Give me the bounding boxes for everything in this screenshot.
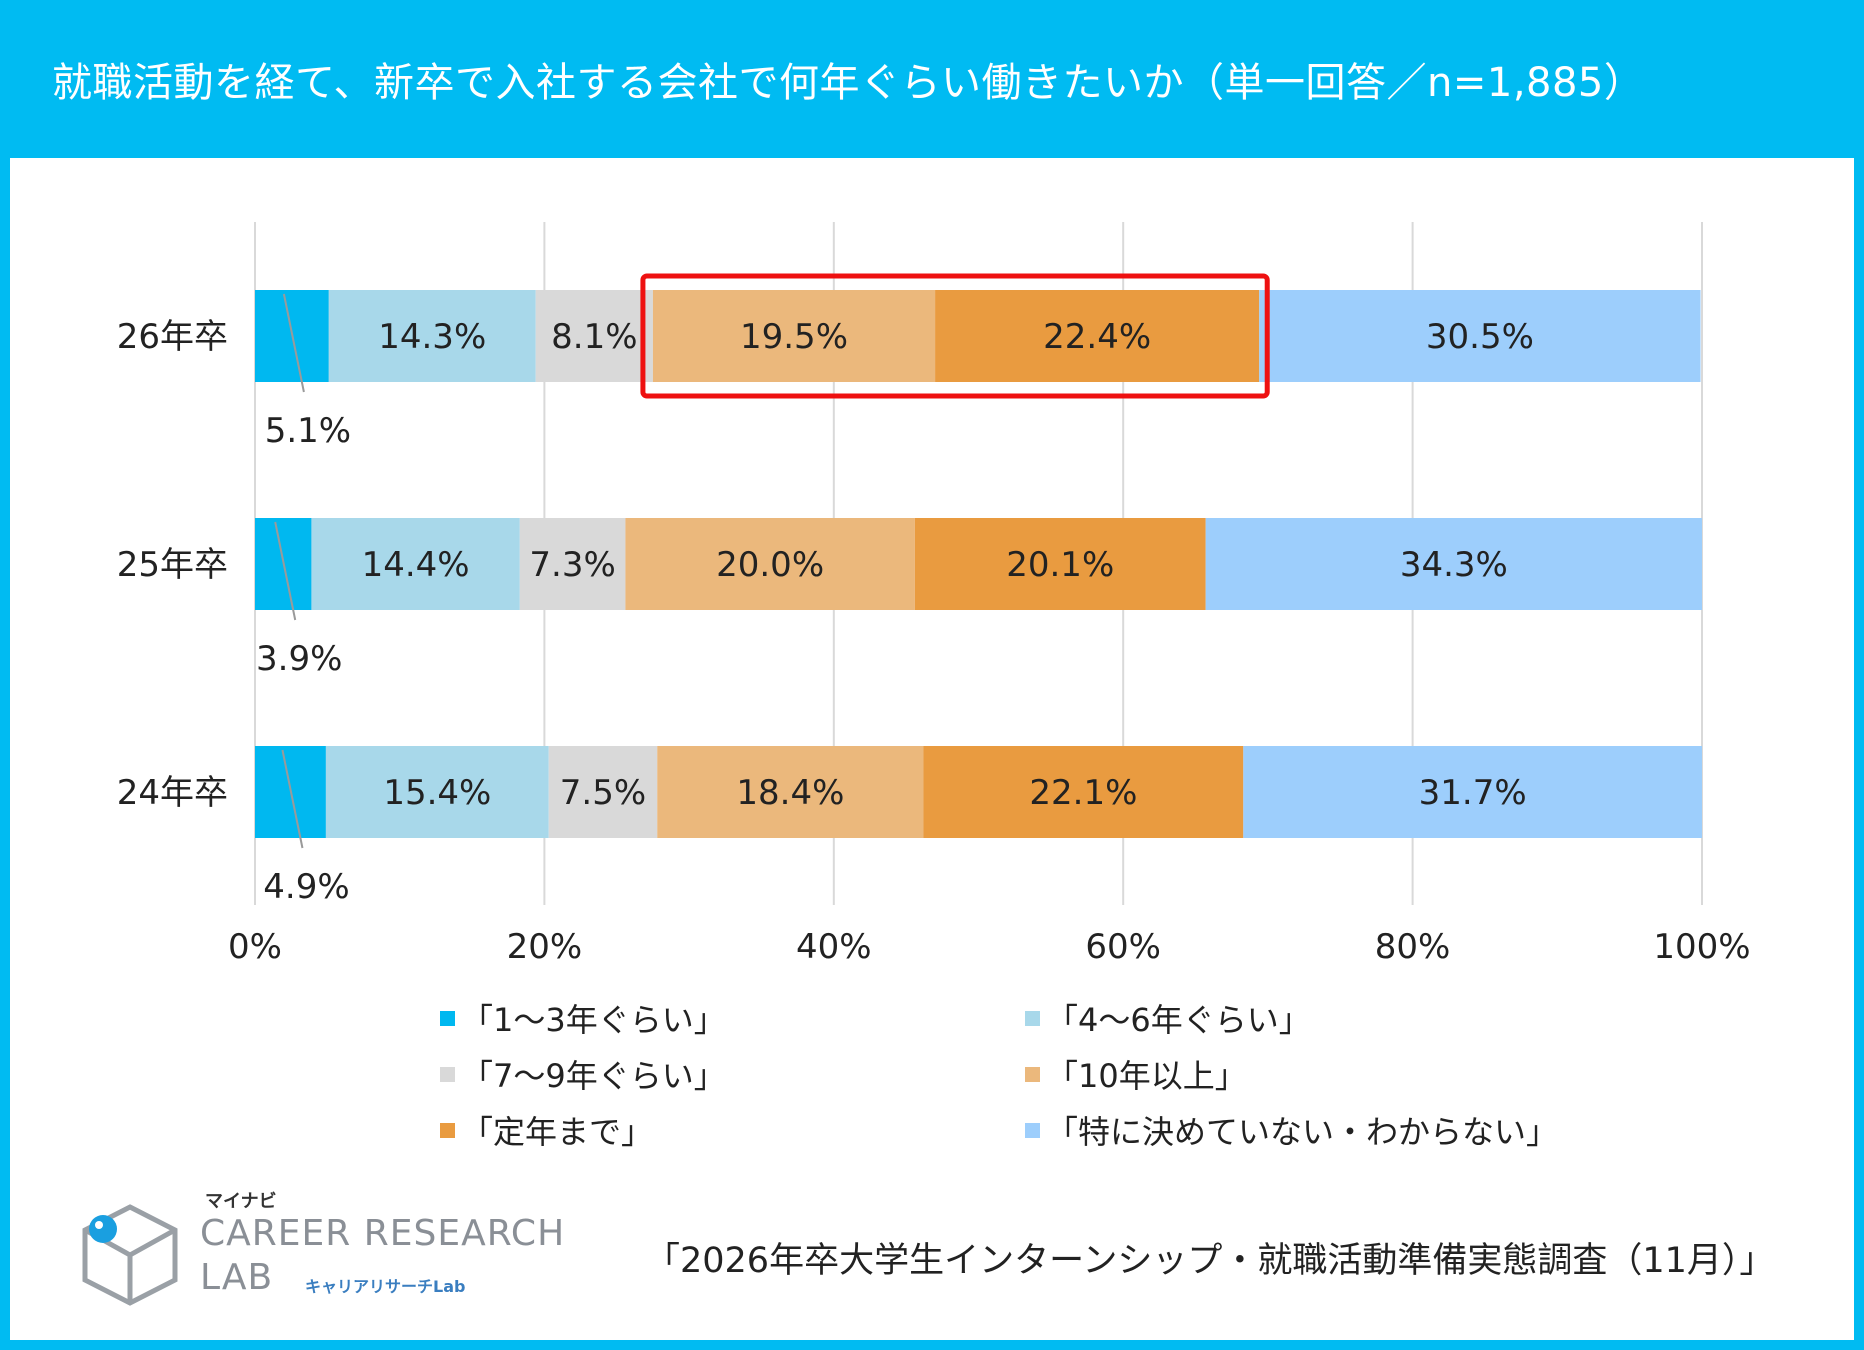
legend-swatch xyxy=(1025,1066,1040,1082)
x-tick-label: 80% xyxy=(1375,927,1451,967)
legend-swatch xyxy=(440,1010,455,1026)
legend-item-1-3: 「1～3年ぐらい」 xyxy=(440,995,726,1041)
legend-label: 「1～3年ぐらい」 xyxy=(461,1001,726,1039)
bar-segment xyxy=(923,746,1244,838)
x-tick-label: 20% xyxy=(507,927,583,967)
data-label: 3.9% xyxy=(256,639,342,679)
bar-segment xyxy=(519,518,626,610)
bar-segment xyxy=(914,518,1206,610)
category-label: 24年卒 xyxy=(117,773,228,813)
legend-item-retirement: 「定年まで」 xyxy=(440,1107,653,1153)
bar-segment xyxy=(625,518,915,610)
data-label: 18.4% xyxy=(736,773,844,813)
category-label: 25年卒 xyxy=(117,545,228,585)
data-label: 20.0% xyxy=(716,545,824,585)
data-label: 22.4% xyxy=(1043,317,1151,357)
category-label: 26年卒 xyxy=(117,317,228,357)
legend-label: 「7～9年ぐらい」 xyxy=(461,1057,726,1095)
data-label: 14.4% xyxy=(362,545,470,585)
data-label: 22.1% xyxy=(1029,773,1137,813)
legend-item-undecided: 「特に決めていない・わからない」 xyxy=(1025,1107,1558,1153)
leader-line xyxy=(282,293,305,393)
data-label: 4.9% xyxy=(263,867,349,907)
legend-swatch xyxy=(1025,1122,1040,1138)
logo-subtitle: キャリアリサーチLab xyxy=(305,1277,466,1296)
x-tick-label: 40% xyxy=(796,927,872,967)
legend-label: 「定年まで」 xyxy=(461,1113,654,1151)
data-label: 5.1% xyxy=(265,411,351,451)
bar-segment xyxy=(652,290,936,382)
data-label: 31.7% xyxy=(1419,773,1527,813)
source-caption: 「2026年卒大学生インターンシップ・就職活動準備実態調査（11月）」 xyxy=(645,1241,1775,1281)
legend-label: 「10年以上」 xyxy=(1046,1057,1247,1095)
leader-line xyxy=(281,749,304,849)
data-label: 20.1% xyxy=(1006,545,1114,585)
logo-brand: マイナビ xyxy=(205,1191,277,1212)
bar-segment xyxy=(1205,518,1702,610)
legend-swatch xyxy=(440,1066,455,1082)
data-label: 7.5% xyxy=(560,773,646,813)
legend-swatch xyxy=(1025,1010,1040,1026)
x-tick-label: 60% xyxy=(1085,927,1161,967)
data-label: 7.3% xyxy=(529,545,615,585)
x-tick-label: 0% xyxy=(228,927,282,967)
lab-cube-icon xyxy=(82,1204,178,1306)
legend-label: 「特に決めていない・わからない」 xyxy=(1046,1113,1559,1151)
header-banner: 就職活動を経て、新卒で入社する会社で何年ぐらい働きたいか（単一回答／n=1,88… xyxy=(0,0,1864,158)
bar-segment xyxy=(1243,746,1702,838)
x-tick-label: 100% xyxy=(1653,927,1750,967)
logo-line1: CAREER RESEARCH xyxy=(200,1213,566,1254)
data-label: 19.5% xyxy=(740,317,848,357)
bar-segment xyxy=(311,518,520,610)
highlight-box xyxy=(640,273,1270,399)
legend-item-4-6: 「4～6年ぐらい」 xyxy=(1025,995,1311,1041)
legend: 「1～3年ぐらい」 「4～6年ぐらい」 「7～9年ぐらい」 「10年以上」 「定… xyxy=(440,995,1640,1175)
logo-line2: LAB xyxy=(200,1257,274,1298)
bar-segment xyxy=(328,290,536,382)
leader-line xyxy=(274,521,297,621)
data-label: 30.5% xyxy=(1426,317,1534,357)
bar-segment xyxy=(1259,290,1701,382)
bar-segment xyxy=(325,746,549,838)
bar-segment xyxy=(935,290,1260,382)
chart-title: 就職活動を経て、新卒で入社する会社で何年ぐらい働きたいか（単一回答／n=1,88… xyxy=(52,60,1645,106)
data-label: 8.1% xyxy=(551,317,637,357)
legend-label: 「4～6年ぐらい」 xyxy=(1046,1001,1311,1039)
data-label: 14.3% xyxy=(378,317,486,357)
bar-segment xyxy=(548,746,658,838)
data-label: 15.4% xyxy=(383,773,491,813)
bar-segment xyxy=(657,746,924,838)
career-research-lab-logo: マイナビ CAREER RESEARCH LAB キャリアリサーチLab xyxy=(75,1185,575,1325)
data-label: 34.3% xyxy=(1400,545,1508,585)
legend-item-7-9: 「7～9年ぐらい」 xyxy=(440,1051,726,1097)
legend-swatch xyxy=(440,1122,455,1138)
legend-item-10-plus: 「10年以上」 xyxy=(1025,1051,1247,1097)
bar-segment xyxy=(535,290,653,382)
